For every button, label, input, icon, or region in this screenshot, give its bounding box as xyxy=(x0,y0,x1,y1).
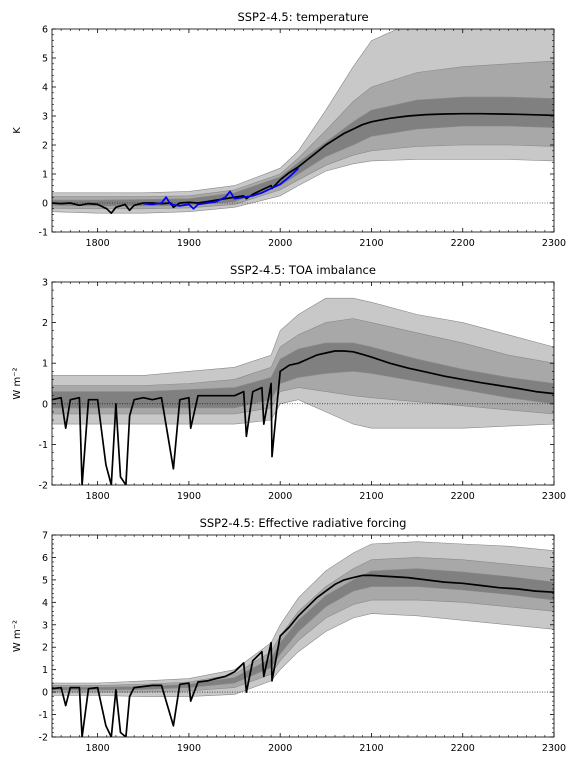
axes-frame xyxy=(51,281,555,486)
y-tick-label: -1 xyxy=(39,228,48,239)
x-tick-label: 2100 xyxy=(359,743,383,754)
chart-panel-3: 1800 1900 2000 2100 2200 2300 -2 -1 0 1 2 3 4 5 6 7 SSP2… xyxy=(12,516,566,754)
y-axis-label: W m⁻² xyxy=(12,620,23,652)
x-tick-label: 1800 xyxy=(86,491,110,502)
y-tick-label: 2 xyxy=(42,318,48,329)
y-tick-label: 3 xyxy=(42,112,48,123)
x-tick-label: 2100 xyxy=(359,238,383,249)
y-tick-label: 2 xyxy=(42,141,48,152)
y-tick-label: 2 xyxy=(42,643,48,654)
y-tick-label: 4 xyxy=(42,83,48,94)
y-tick-label: 5 xyxy=(42,54,48,65)
y-tick-label: 3 xyxy=(42,278,48,289)
band-inner xyxy=(52,342,554,409)
x-tick-label: 2300 xyxy=(542,238,566,249)
x-tick-label: 2300 xyxy=(542,743,566,754)
y-tick-label: 6 xyxy=(42,25,48,36)
y-tick-label: 3 xyxy=(42,620,48,631)
y-tick-label: 1 xyxy=(42,665,48,676)
x-tick-label: 1800 xyxy=(86,743,110,754)
x-tick-label: 1800 xyxy=(86,238,110,249)
y-tick-label: -2 xyxy=(39,733,48,744)
y-axis-label: W m⁻² xyxy=(12,367,23,399)
x-tick-label: 2000 xyxy=(268,491,292,502)
plot-area xyxy=(52,29,554,215)
series-line-1 xyxy=(52,574,554,737)
series-line-1 xyxy=(52,350,554,485)
y-tick-label: 1 xyxy=(42,170,48,181)
y-tick-label: 5 xyxy=(42,575,48,586)
plot-area xyxy=(52,541,554,737)
y-tick-label: -1 xyxy=(39,710,48,721)
x-tick-label: 2200 xyxy=(451,491,475,502)
y-axis-label: K xyxy=(12,127,23,134)
band-middle xyxy=(52,60,554,210)
series-line-2 xyxy=(143,167,299,210)
axes-frame xyxy=(51,534,555,738)
x-tick-label: 2000 xyxy=(268,743,292,754)
series-line-1 xyxy=(52,112,554,215)
y-tick-label: 0 xyxy=(42,688,48,699)
chart-panel-2: 1800 1900 2000 2100 2200 2300 -2 -1 0 1 2 3 SSP2-4.5… xyxy=(12,263,566,502)
y-tick-label: 7 xyxy=(42,531,48,542)
plot-area xyxy=(52,297,554,485)
x-tick-label: 2000 xyxy=(268,238,292,249)
chart-title: SSP2-4.5: TOA imbalance xyxy=(230,263,376,277)
chart-panel-1: 1800 1900 2000 2100 2200 2300 -1 0 1 2 3 4 5 6 SSP2-4.… xyxy=(12,10,566,249)
x-tick-label: 1900 xyxy=(177,491,201,502)
chart-title: SSP2-4.5: Effective radiative forcing xyxy=(200,516,407,530)
x-tick-label: 1900 xyxy=(177,743,201,754)
axes-frame xyxy=(51,28,555,233)
chart-title: SSP2-4.5: temperature xyxy=(237,10,368,24)
x-tick-label: 2300 xyxy=(542,491,566,502)
y-tick-label: 1 xyxy=(42,359,48,370)
y-tick-label: 6 xyxy=(42,553,48,564)
x-tick-label: 1900 xyxy=(177,238,201,249)
y-tick-label: -1 xyxy=(39,440,48,451)
y-tick-label: -2 xyxy=(39,481,48,492)
y-tick-label: 4 xyxy=(42,598,48,609)
x-tick-label: 2200 xyxy=(451,743,475,754)
x-tick-label: 2200 xyxy=(451,238,475,249)
y-tick-label: 0 xyxy=(42,399,48,410)
band-inner xyxy=(52,96,554,207)
x-tick-label: 2100 xyxy=(359,491,383,502)
y-tick-label: 0 xyxy=(42,199,48,210)
